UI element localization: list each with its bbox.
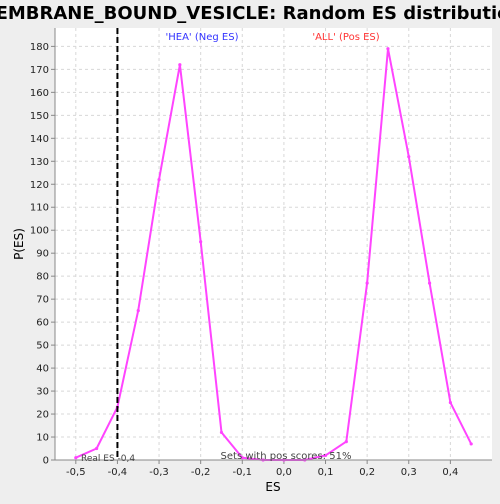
data-point — [386, 47, 389, 50]
x-tick-label: -0,2 — [191, 467, 211, 478]
y-tick-label: 40 — [36, 364, 49, 375]
y-tick-label: 140 — [30, 134, 49, 145]
y-tick-label: 20 — [36, 410, 49, 421]
y-tick-label: 150 — [30, 111, 49, 122]
y-tick-label: 10 — [36, 433, 49, 444]
data-point — [407, 155, 410, 158]
y-axis-label: P(ES) — [12, 228, 26, 260]
data-point — [178, 63, 181, 66]
data-point — [95, 447, 98, 450]
y-tick-label: 170 — [30, 65, 49, 76]
y-tick-label: 130 — [30, 157, 49, 168]
real-es-label: Real ES -0,4 — [81, 454, 135, 464]
x-tick-label: 0,3 — [401, 467, 417, 478]
data-point — [470, 442, 473, 445]
x-tick-label: -0,4 — [108, 467, 128, 478]
x-tick-label: 0,1 — [318, 467, 334, 478]
y-tick-label: 90 — [36, 249, 49, 260]
y-tick-label: 110 — [30, 203, 49, 214]
y-tick-label: 160 — [30, 88, 49, 99]
y-tick-label: 80 — [36, 272, 49, 283]
data-point — [199, 240, 202, 243]
data-point — [74, 456, 77, 459]
x-tick-label: -0,1 — [233, 467, 253, 478]
chart-title: MEMBRANE_BOUND_VESICLE: Random ES distri… — [0, 3, 500, 24]
pos-es-label: 'ALL' (Pos ES) — [312, 32, 379, 43]
y-tick-label: 100 — [30, 226, 49, 237]
x-tick-label: 0,0 — [276, 467, 292, 478]
x-tick-label: -0,3 — [149, 467, 169, 478]
y-ticks: 0 10 20 30 40 50 60 70 80 90 100 110 120 130 140 150 160… — [30, 42, 55, 467]
y-tick-label: 0 — [43, 456, 49, 467]
y-tick-label: 30 — [36, 387, 49, 398]
x-axis-label: ES — [265, 480, 280, 494]
data-point — [157, 178, 160, 181]
y-tick-label: 50 — [36, 341, 49, 352]
y-tick-label: 120 — [30, 180, 49, 191]
data-point — [137, 309, 140, 312]
x-tick-label: 0,4 — [442, 467, 458, 478]
y-tick-label: 60 — [36, 318, 49, 329]
data-point — [366, 281, 369, 284]
data-point — [428, 281, 431, 284]
data-point — [345, 440, 348, 443]
data-point — [220, 431, 223, 434]
data-point — [449, 401, 452, 404]
x-tick-label: 0,2 — [359, 467, 375, 478]
x-tick-label: -0,5 — [66, 467, 86, 478]
neg-es-label: 'HEA' (Neg ES) — [166, 32, 239, 43]
y-tick-label: 70 — [36, 295, 49, 306]
pos-scores-label: Sets with pos scores: 51% — [221, 451, 352, 462]
y-tick-label: 180 — [30, 42, 49, 53]
